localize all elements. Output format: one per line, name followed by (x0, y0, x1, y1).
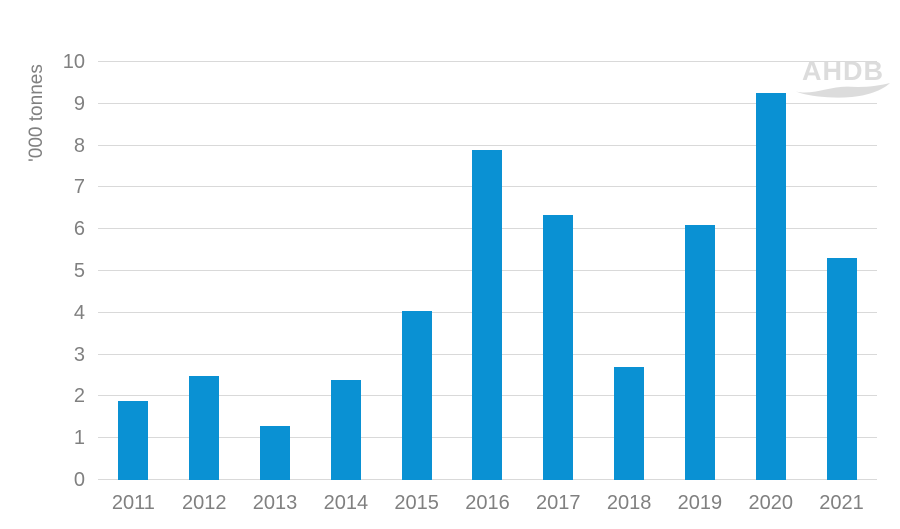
x-tick-label: 2018 (606, 492, 652, 514)
x-tick-label: 2019 (677, 492, 723, 514)
bar-slot (806, 62, 877, 480)
x-tick-label: 2021 (819, 492, 864, 514)
y-tick-label: 10 (62, 51, 85, 73)
bar-series (98, 62, 877, 480)
y-tick-label: 5 (73, 260, 85, 282)
x-tick-label: 2015 (394, 492, 439, 514)
x-tick-label: 2012 (181, 492, 227, 514)
bar-slot (381, 62, 452, 480)
bar-2012 (189, 375, 220, 480)
bar-2020 (755, 93, 786, 480)
y-tick-label: 8 (73, 134, 85, 157)
bar-slot (310, 62, 381, 480)
bar-slot (452, 62, 523, 480)
x-tick-label: 2011 (111, 492, 155, 514)
bar-slot (665, 62, 736, 480)
bar-slot (98, 62, 169, 480)
x-tick-label: 2020 (748, 492, 793, 514)
bar-2018 (614, 367, 645, 480)
bar-2015 (401, 310, 432, 480)
y-tick-label: 2 (73, 385, 85, 408)
y-tick-label: 6 (73, 218, 85, 241)
bar-slot (240, 62, 311, 480)
bar-2013 (260, 425, 291, 480)
x-tick-label: 2017 (536, 492, 581, 514)
y-axis-tick-labels: 0 1 2 3 4 5 6 7 8 9 10 (0, 0, 85, 529)
y-tick-label: 4 (73, 301, 85, 324)
bar-2011 (118, 400, 149, 480)
gridline (98, 144, 877, 146)
ahdb-logo-text: AHDB (802, 56, 884, 86)
x-tick-label: 2016 (465, 492, 510, 514)
gridline (98, 102, 877, 104)
plot-area (98, 61, 877, 480)
x-tick-label: 2014 (323, 492, 369, 514)
bar-2017 (543, 214, 574, 480)
bar-2019 (684, 225, 715, 480)
bar-slot (523, 62, 594, 480)
gridline (98, 61, 877, 62)
bar-2021 (826, 258, 857, 480)
y-tick-label: 7 (73, 176, 85, 199)
x-tick-label: 2013 (252, 492, 298, 514)
y-tick-label: 9 (73, 92, 85, 115)
x-axis-tick-labels: 2011 2012 2013 2014 2015 2016 2017 2018 2019 2020… (98, 490, 877, 516)
ahdb-logo: AHDB (796, 57, 890, 100)
y-tick-label: 0 (73, 469, 85, 491)
bar-2016 (472, 149, 503, 480)
ahdb-logo-wave-icon (796, 83, 890, 98)
y-tick-label: 3 (73, 343, 85, 366)
y-tick-label: 1 (73, 427, 85, 450)
bar-slot (594, 62, 665, 480)
bar-slot (169, 62, 240, 480)
bar-slot (735, 62, 806, 480)
bar-2014 (330, 379, 361, 480)
